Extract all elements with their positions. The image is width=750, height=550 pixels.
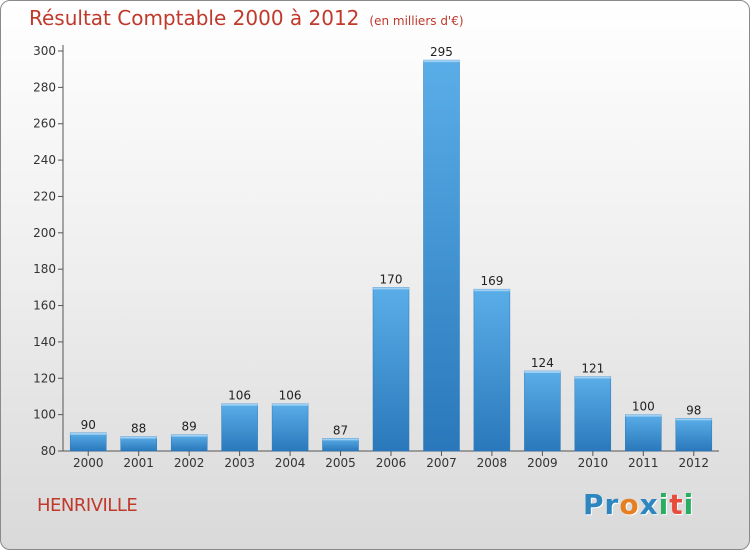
bar-highlight: [70, 432, 107, 435]
bar-value-label: 106: [228, 389, 251, 403]
bar: [271, 403, 309, 452]
x-tick-label: 2012: [678, 456, 709, 470]
bar: [423, 59, 460, 452]
y-tick-label: 240: [33, 153, 56, 167]
bar-value-label: 87: [333, 423, 348, 437]
bar: [524, 370, 561, 452]
y-tick-label: 200: [33, 226, 56, 240]
bar: [574, 376, 612, 452]
y-tick-label: 300: [33, 44, 56, 58]
x-tick-label: 2007: [426, 456, 457, 470]
bar: [221, 403, 258, 452]
y-tick-label: 180: [33, 262, 56, 276]
bar: [372, 287, 410, 452]
bar: [120, 436, 157, 452]
y-tick-label: 160: [33, 299, 56, 313]
x-tick-label: 2005: [325, 456, 356, 470]
bar: [473, 288, 511, 452]
bar-highlight: [120, 436, 157, 439]
bar-value-label: 100: [632, 400, 655, 414]
bar-value-label: 98: [686, 403, 701, 417]
chart-subtitle: (en milliers d'€): [369, 14, 464, 28]
y-tick-label: 100: [33, 408, 56, 422]
bar: [625, 414, 662, 452]
commune-name: HENRIVILLE: [37, 495, 138, 516]
bar-value-label: 121: [581, 361, 604, 375]
bar-highlight: [423, 60, 460, 63]
bar-value-label: 90: [81, 418, 96, 432]
x-tick-label: 2006: [376, 456, 407, 470]
bar: [170, 434, 208, 452]
bar-highlight: [322, 438, 359, 441]
bar-value-label: 169: [480, 274, 503, 288]
bar-highlight: [373, 287, 409, 290]
bar-highlight: [524, 371, 561, 373]
bar-value-label: 88: [131, 421, 146, 435]
x-tick-label: 2011: [628, 456, 659, 470]
bar-value-label: 106: [279, 389, 302, 403]
chart-title: Résultat Comptable 2000 à 2012 (en millie…: [29, 6, 464, 30]
y-tick-label: 140: [33, 335, 56, 349]
bar-value-label: 170: [380, 272, 403, 286]
logo-letter: i: [658, 488, 670, 521]
bar: [675, 418, 713, 452]
bar-value-label: 295: [430, 45, 453, 59]
bar: [69, 432, 107, 452]
logo-letter: t: [669, 488, 684, 521]
logo-letter: P: [583, 488, 605, 521]
bar-highlight: [171, 434, 208, 437]
x-tick-label: 2002: [174, 456, 205, 470]
x-tick-label: 2004: [275, 456, 306, 470]
logo-letter: o: [619, 488, 640, 521]
logo-letter: x: [639, 488, 659, 521]
x-tick-label: 2008: [477, 456, 508, 470]
logo-letter: i: [683, 488, 695, 521]
bar-highlight: [221, 403, 258, 406]
y-tick-label: 220: [33, 189, 56, 203]
bar-highlight: [675, 418, 712, 421]
logo-letter: r: [604, 488, 620, 521]
bar-value-label: 89: [182, 420, 197, 434]
y-tick-label: 280: [33, 80, 56, 94]
x-tick-label: 2009: [527, 456, 558, 470]
x-tick-label: 2000: [73, 456, 104, 470]
bar-highlight: [272, 403, 309, 406]
y-tick-label: 80: [41, 444, 56, 458]
x-tick-label: 2003: [224, 456, 255, 470]
bar-highlight: [574, 376, 611, 379]
y-tick-label: 260: [33, 117, 56, 131]
bar-highlight: [473, 289, 510, 292]
chart-title-main: Résultat Comptable 2000 à 2012: [29, 6, 360, 30]
y-tick-label: 120: [33, 371, 56, 385]
bar-highlight: [625, 414, 662, 417]
x-tick-label: 2010: [578, 456, 609, 470]
bar-value-label: 124: [531, 356, 554, 370]
x-tick-label: 2001: [123, 456, 154, 470]
